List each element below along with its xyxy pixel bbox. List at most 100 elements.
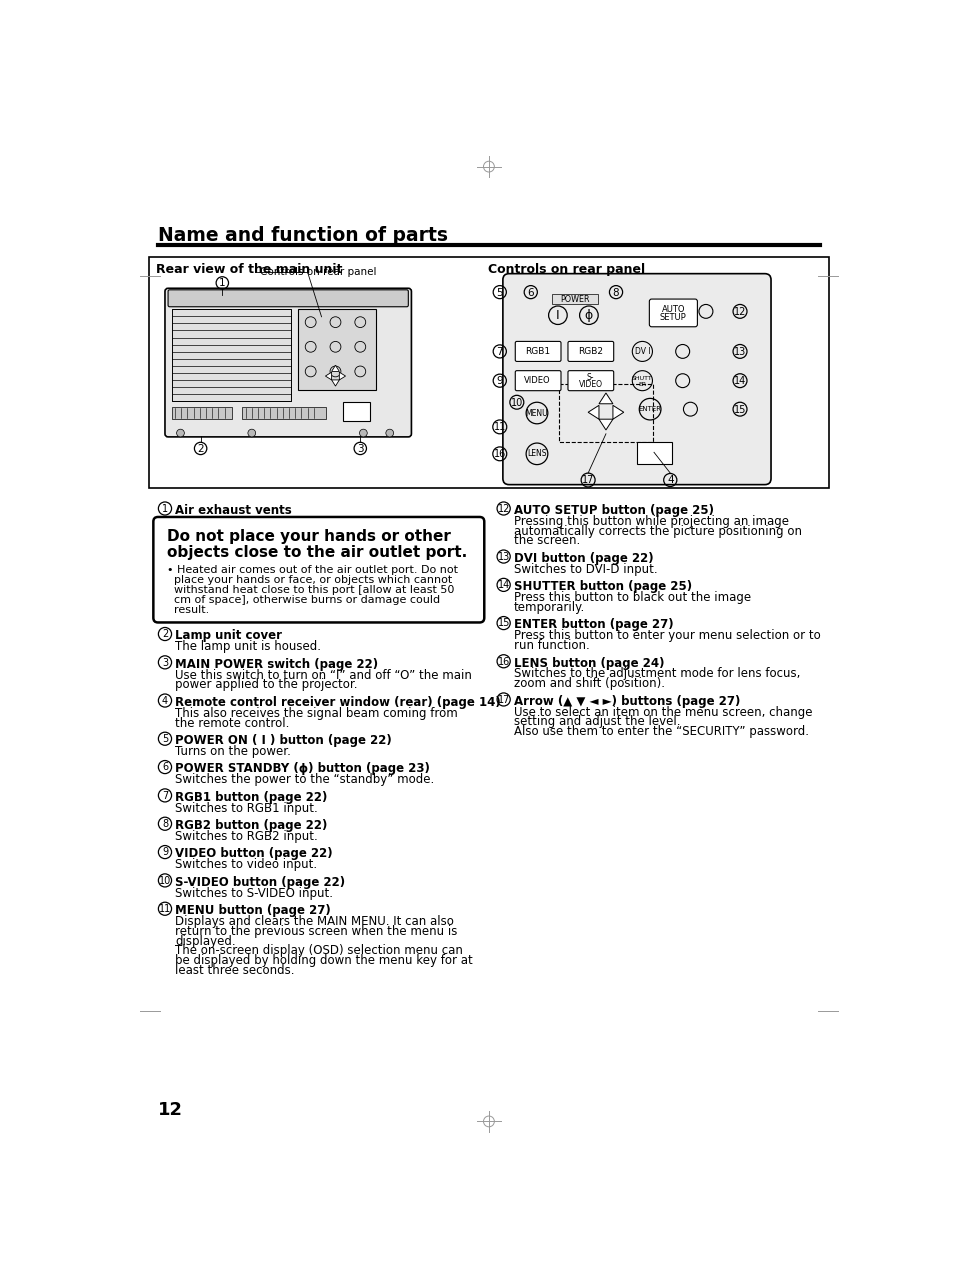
Text: the remote control.: the remote control. xyxy=(174,717,289,729)
Text: MENU button (page 27): MENU button (page 27) xyxy=(174,904,331,917)
Text: ENTER: ENTER xyxy=(638,406,661,412)
Text: 12: 12 xyxy=(497,504,509,514)
Text: 7: 7 xyxy=(162,791,168,801)
Text: 5: 5 xyxy=(496,288,502,298)
Polygon shape xyxy=(325,372,332,379)
Text: 4: 4 xyxy=(162,696,168,707)
Text: DV I: DV I xyxy=(634,348,650,356)
FancyBboxPatch shape xyxy=(153,517,484,622)
Text: result.: result. xyxy=(167,605,210,615)
Text: automatically corrects the picture positioning on: automatically corrects the picture posit… xyxy=(513,524,801,537)
Text: Switches to video input.: Switches to video input. xyxy=(174,858,316,871)
Text: 9: 9 xyxy=(496,376,502,386)
Text: temporarily.: temporarily. xyxy=(513,601,584,614)
Text: Controls on rear panel: Controls on rear panel xyxy=(259,267,375,278)
Text: power applied to the projector.: power applied to the projector. xyxy=(174,679,357,691)
Text: 13: 13 xyxy=(733,346,745,356)
Text: POWER ON ( I ) button (page 22): POWER ON ( I ) button (page 22) xyxy=(174,735,392,747)
Text: 4: 4 xyxy=(666,475,673,485)
Text: Switches to RGB1 input.: Switches to RGB1 input. xyxy=(174,802,317,815)
Text: ϕ: ϕ xyxy=(584,309,593,322)
Text: Press this button to enter your menu selection or to: Press this button to enter your menu sel… xyxy=(513,629,820,643)
Text: setting and adjust the level.: setting and adjust the level. xyxy=(513,715,679,728)
Text: RGB2: RGB2 xyxy=(578,348,602,356)
Text: S-VIDEO button (page 22): S-VIDEO button (page 22) xyxy=(174,876,345,889)
FancyBboxPatch shape xyxy=(649,299,697,327)
Text: place your hands or face, or objects which cannot: place your hands or face, or objects whi… xyxy=(167,574,452,584)
Text: SHUTT: SHUTT xyxy=(631,376,652,381)
Text: The on-screen display (OSD) selection menu can: The on-screen display (OSD) selection me… xyxy=(174,945,462,957)
Circle shape xyxy=(359,429,367,437)
Bar xyxy=(637,442,671,463)
Polygon shape xyxy=(332,365,339,372)
Text: Displays and clears the MAIN MENU. It can also: Displays and clears the MAIN MENU. It ca… xyxy=(174,915,454,928)
Text: VIDEO button (page 22): VIDEO button (page 22) xyxy=(174,848,333,861)
Text: the screen.: the screen. xyxy=(513,535,579,547)
Text: RGB1: RGB1 xyxy=(525,348,550,356)
Text: Use to select an item on the menu screen, change: Use to select an item on the menu screen… xyxy=(513,705,811,719)
Text: 15: 15 xyxy=(497,619,509,629)
Text: • Heated air comes out of the air outlet port. Do not: • Heated air comes out of the air outlet… xyxy=(167,565,457,574)
Text: 12: 12 xyxy=(733,307,745,317)
Text: 8: 8 xyxy=(162,819,168,829)
Text: Switches to the adjustment mode for lens focus,: Switches to the adjustment mode for lens… xyxy=(513,667,800,681)
Text: objects close to the air outlet port.: objects close to the air outlet port. xyxy=(167,545,467,560)
Text: MENU: MENU xyxy=(525,409,548,418)
Text: cm of space], otherwise burns or damage could: cm of space], otherwise burns or damage … xyxy=(167,594,440,605)
Text: S-: S- xyxy=(586,373,594,382)
Text: POWER: POWER xyxy=(559,294,589,303)
Text: POWER STANDBY (ϕ) button (page 23): POWER STANDBY (ϕ) button (page 23) xyxy=(174,763,430,775)
Text: Turns on the power.: Turns on the power. xyxy=(174,745,291,757)
Text: AUTO SETUP button (page 25): AUTO SETUP button (page 25) xyxy=(513,504,713,517)
Text: SHUTTER button (page 25): SHUTTER button (page 25) xyxy=(513,580,691,593)
Text: 5: 5 xyxy=(162,735,168,745)
Polygon shape xyxy=(598,393,612,404)
Text: be displayed by holding down the menu key for at: be displayed by holding down the menu ke… xyxy=(174,955,473,967)
Text: RGB1 button (page 22): RGB1 button (page 22) xyxy=(174,791,327,803)
Text: AUTO: AUTO xyxy=(661,304,684,313)
FancyBboxPatch shape xyxy=(515,341,560,362)
Text: withstand heat close to this port [allow at least 50: withstand heat close to this port [allow… xyxy=(167,584,455,594)
Text: least three seconds.: least three seconds. xyxy=(174,964,294,978)
Text: 11: 11 xyxy=(493,423,505,433)
Text: Switches to DVI-D input.: Switches to DVI-D input. xyxy=(513,563,657,575)
Text: 6: 6 xyxy=(527,288,534,298)
Text: 17: 17 xyxy=(581,475,594,485)
Text: 2: 2 xyxy=(162,629,168,639)
Text: 1: 1 xyxy=(162,504,168,514)
Text: Lamp unit cover: Lamp unit cover xyxy=(174,629,282,643)
FancyBboxPatch shape xyxy=(165,288,411,437)
Bar xyxy=(172,309,291,401)
Polygon shape xyxy=(339,372,345,379)
Text: Switches the power to the “standby” mode.: Switches the power to the “standby” mode… xyxy=(174,773,434,787)
Text: This also receives the signal beam coming from: This also receives the signal beam comin… xyxy=(174,707,457,719)
Text: 10: 10 xyxy=(159,876,171,886)
Text: ENTER button (page 27): ENTER button (page 27) xyxy=(513,619,673,631)
Text: I: I xyxy=(556,309,559,322)
Text: Switches to RGB2 input.: Switches to RGB2 input. xyxy=(174,830,317,843)
Text: Name and function of parts: Name and function of parts xyxy=(158,225,448,244)
Text: displayed.: displayed. xyxy=(174,934,235,947)
Text: DVI button (page 22): DVI button (page 22) xyxy=(513,552,653,565)
Text: 13: 13 xyxy=(497,552,509,561)
Bar xyxy=(149,257,828,488)
Polygon shape xyxy=(612,405,623,419)
Text: 9: 9 xyxy=(162,848,168,858)
Text: 14: 14 xyxy=(497,580,509,591)
Text: Arrow (▲ ▼ ◄ ►) buttons (page 27): Arrow (▲ ▼ ◄ ►) buttons (page 27) xyxy=(513,695,740,708)
Polygon shape xyxy=(587,405,598,419)
Bar xyxy=(242,407,326,419)
FancyBboxPatch shape xyxy=(502,274,770,485)
Text: Rear view of the main unit: Rear view of the main unit xyxy=(156,262,342,276)
Polygon shape xyxy=(598,419,612,430)
Text: Press this button to black out the image: Press this button to black out the image xyxy=(513,591,750,605)
FancyBboxPatch shape xyxy=(567,370,613,391)
Circle shape xyxy=(248,429,255,437)
Text: zoom and shift (position).: zoom and shift (position). xyxy=(513,677,664,690)
Text: 11: 11 xyxy=(159,904,171,914)
Bar xyxy=(298,309,375,390)
Text: RGB2 button (page 22): RGB2 button (page 22) xyxy=(174,819,327,833)
FancyBboxPatch shape xyxy=(515,370,560,391)
FancyBboxPatch shape xyxy=(551,294,598,304)
FancyBboxPatch shape xyxy=(168,290,408,307)
